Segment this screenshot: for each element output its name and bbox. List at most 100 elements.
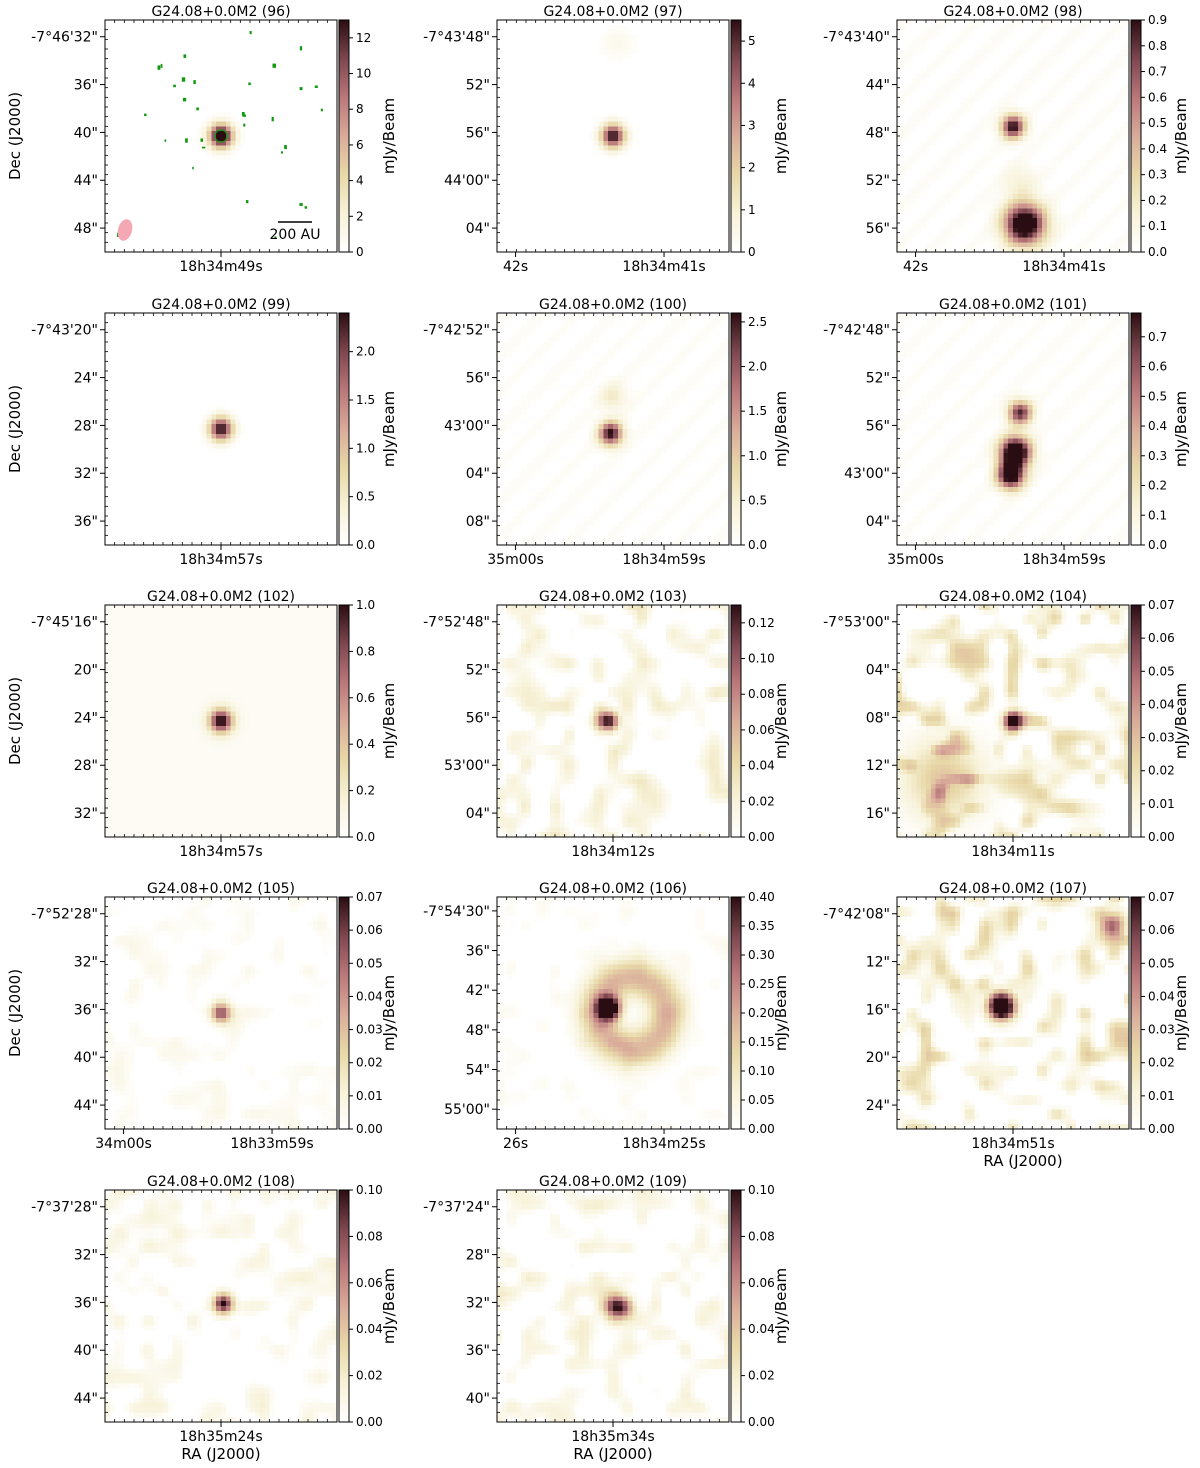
dec-tick-label: 43'00": [844, 466, 890, 482]
colorbar-tick-label: 0.30: [748, 948, 775, 962]
colorbar-tick-label: 0.10: [356, 1183, 383, 1197]
colorbar-unit-label: mJy/Beam: [380, 975, 398, 1051]
colorbar: [338, 312, 350, 546]
heatmap-6: [105, 605, 338, 838]
colorbar-tick-label: 0.1: [1148, 219, 1167, 233]
dec-tick-label: 36": [466, 1343, 490, 1359]
ra-tick-label: 18h34m57s: [179, 552, 262, 568]
dec-tick-label: 48": [466, 1023, 490, 1039]
ra-tick-label: 18h34m11s: [971, 844, 1054, 860]
colorbar: [338, 19, 350, 253]
colorbar-tick-label: 0.5: [748, 493, 767, 507]
ra-tick-label: 42s: [903, 259, 928, 275]
colorbar-tick-label: 0.02: [748, 1369, 775, 1383]
panel-title: G24.08+0.0M2 (100): [539, 297, 687, 313]
colorbar-tick-label: 2.0: [748, 360, 767, 374]
ra-tick-label: 35m00s: [887, 552, 944, 568]
dec-tick-label: 04": [466, 221, 490, 237]
dec-tick-label: 44": [866, 78, 890, 94]
colorbar-tick-label: 0.7: [1148, 330, 1167, 344]
dec-tick-label: 08": [866, 710, 890, 726]
dec-tick-label: 16": [866, 806, 890, 822]
dec-tick-label: 04": [466, 806, 490, 822]
colorbar-tick-label: 0.7: [1148, 65, 1167, 79]
panel-4: G24.08+0.0M2 (100) -7°42'52" 56" 43'00" 04" 0…: [423, 297, 790, 568]
colorbar-tick-label: 0.2: [1148, 479, 1167, 493]
ra-tick-label: 18h33m59s: [230, 1136, 313, 1152]
dec-tick-label: 36": [466, 944, 490, 960]
colorbar: [730, 19, 742, 253]
colorbar-unit-label: mJy/Beam: [772, 683, 790, 759]
dec-tick-label: -7°43'20": [31, 323, 98, 339]
colorbar-unit-label: mJy/Beam: [772, 975, 790, 1051]
colorbar-tick-label: 0.07: [1148, 890, 1175, 904]
colorbar: [338, 1189, 350, 1423]
colorbar-tick-label: 0.04: [1148, 989, 1175, 1003]
panel-title: G24.08+0.0M2 (96): [151, 4, 290, 20]
dec-tick-label: 32": [466, 1295, 490, 1311]
dec-tick-label: -7°46'32": [31, 30, 98, 46]
ra-tick-label: 18h34m25s: [622, 1136, 705, 1152]
colorbar-tick-label: 0.6: [356, 691, 375, 705]
colorbar-tick-label: 0.00: [356, 1122, 383, 1136]
dec-tick-label: 20": [866, 1050, 890, 1066]
colorbar-tick-label: 12: [356, 31, 371, 45]
panel-8: G24.08+0.0M2 (104) -7°53'00" 04" 08" 12" 16" 1…: [823, 589, 1190, 860]
ra-tick-label: 18h34m41s: [622, 259, 705, 275]
dec-tick-label: -7°42'08": [823, 907, 890, 923]
dec-tick-label: 16": [866, 1002, 890, 1018]
minor-ticks: [497, 313, 720, 545]
colorbar-tick-label: 0.2: [1148, 193, 1167, 207]
dec-tick-label: 12": [866, 955, 890, 971]
dec-tick-label: 36": [74, 1295, 98, 1311]
ra-axis-label: RA (J2000): [181, 1445, 260, 1463]
panel-title: G24.08+0.0M2 (108): [147, 1174, 295, 1190]
colorbar-tick-label: 0.05: [1148, 956, 1175, 970]
colorbar-tick-label: 0.08: [748, 687, 775, 701]
colorbar-tick-label: 0.6: [1148, 90, 1167, 104]
colorbar-tick-label: 0.05: [1148, 664, 1175, 678]
colorbar-tick-label: 0.35: [748, 919, 775, 933]
panel-10: G24.08+0.0M2 (106) -7°54'30" 36" 42" 48" 54" 5…: [423, 881, 790, 1152]
colorbar-tick-label: 0.0: [356, 830, 375, 844]
panel-title: G24.08+0.0M2 (105): [147, 881, 295, 897]
dec-tick-label: 40": [74, 1050, 98, 1066]
colorbar-tick-label: 0.4: [1148, 142, 1167, 156]
dec-tick-label: -7°45'16": [31, 615, 98, 631]
minor-ticks: [105, 605, 328, 837]
dec-tick-label: 28": [74, 758, 98, 774]
ra-tick-label: 18h34m41s: [1022, 259, 1105, 275]
colorbar-tick-label: 0.00: [748, 1122, 775, 1136]
colorbar: [1130, 604, 1142, 838]
dec-tick-label: 40": [74, 1343, 98, 1359]
heatmap-2: [897, 20, 1130, 253]
colorbar-tick-label: 0.0: [748, 538, 767, 552]
colorbar-tick-label: 3: [748, 118, 756, 132]
colorbar-tick-label: 0.06: [748, 1276, 775, 1290]
colorbar-tick-label: 0.00: [748, 1415, 775, 1429]
dec-tick-label: 52": [466, 663, 490, 679]
dec-tick-label: 53'00": [444, 758, 490, 774]
panel-title: G24.08+0.0M2 (101): [939, 297, 1087, 313]
colorbar-unit-label: mJy/Beam: [1172, 98, 1190, 174]
heatmap-4: [497, 313, 730, 546]
colorbar-tick-label: 0.3: [1148, 168, 1167, 182]
colorbar-tick-label: 0.8: [356, 644, 375, 658]
colorbar-tick-label: 0.03: [1148, 1023, 1175, 1037]
colorbar-tick-label: 0.06: [1148, 923, 1175, 937]
colorbar-tick-label: 0.03: [356, 1023, 383, 1037]
dec-tick-label: 40": [466, 1391, 490, 1407]
dec-tick-label: -7°42'52": [423, 323, 490, 339]
dec-tick-label: 20": [74, 663, 98, 679]
panel-title: G24.08+0.0M2 (98): [943, 4, 1082, 20]
dec-tick-label: 24": [866, 1098, 890, 1114]
colorbar-tick-label: 0.04: [356, 1322, 383, 1336]
dec-tick-label: -7°42'48": [823, 323, 890, 339]
colorbar-unit-label: mJy/Beam: [380, 98, 398, 174]
colorbar-tick-label: 0.04: [356, 989, 383, 1003]
colorbar-tick-label: 10: [356, 67, 371, 81]
ra-tick-label: 18h34m12s: [571, 844, 654, 860]
heatmap-13: [497, 1190, 730, 1423]
